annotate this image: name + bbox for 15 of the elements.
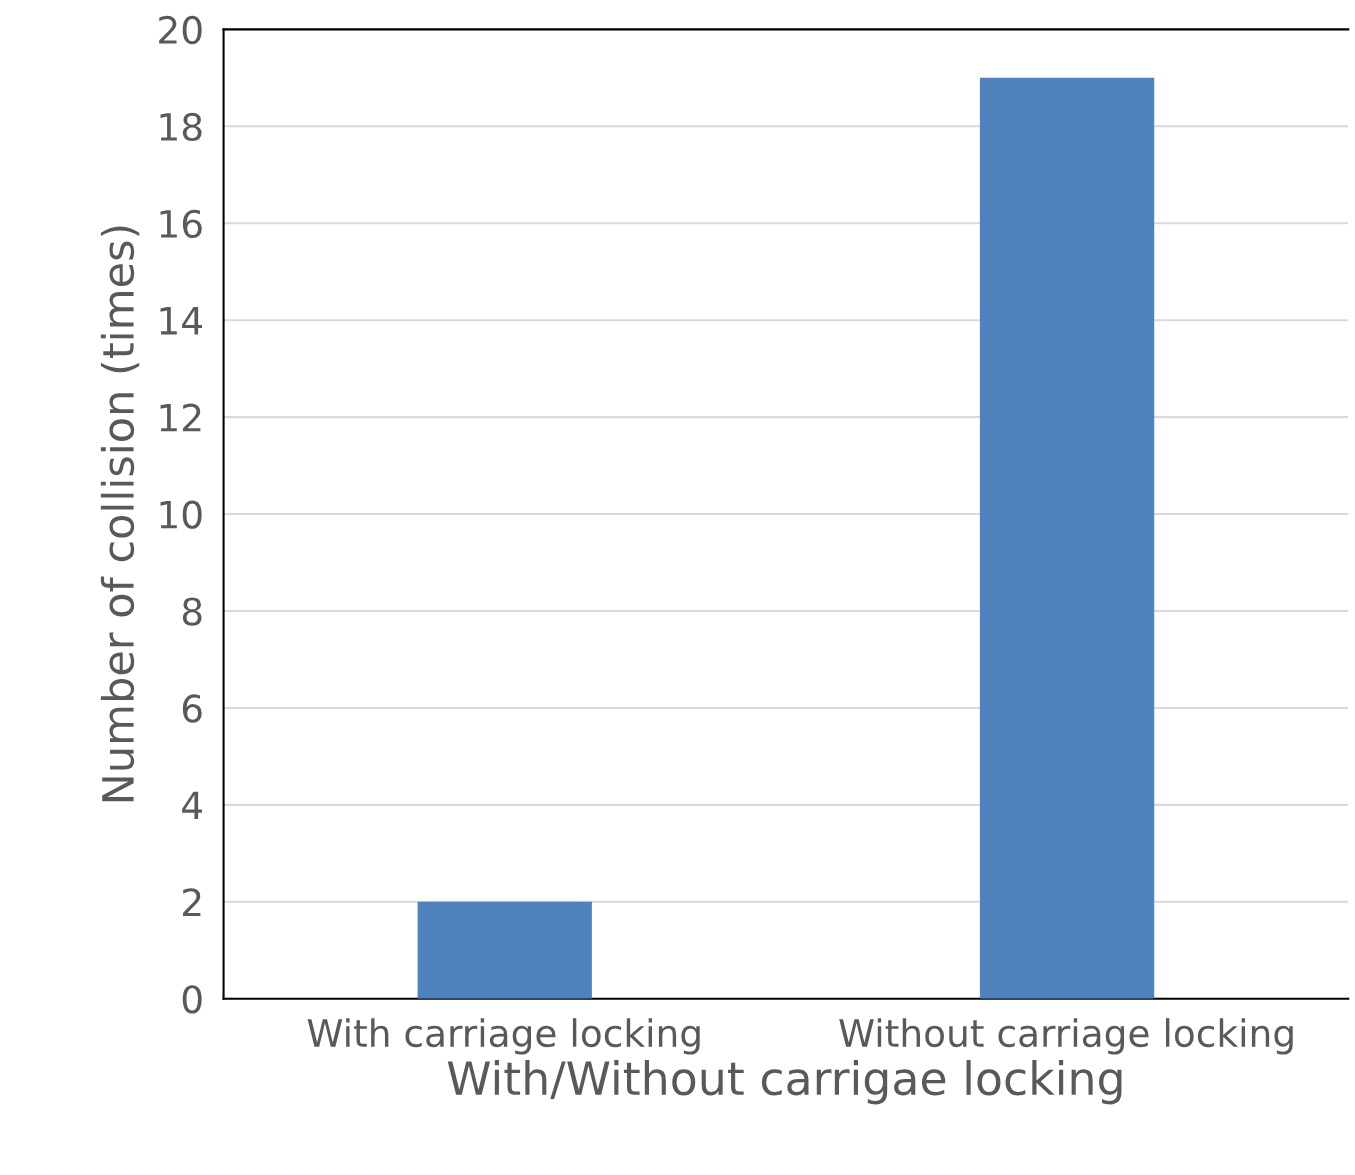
x-axis-title: With/Without carrigae locking (447, 1060, 1122, 1105)
y-tick-label: 4 (182, 791, 203, 820)
y-axis-title: Number of collision (times) (100, 226, 140, 802)
y-tick-label: 0 (182, 985, 202, 1014)
y-tick-label: 14 (160, 307, 203, 335)
x-tick-label: With carriage locking (307, 1018, 700, 1055)
y-tick-label: 20 (159, 15, 202, 45)
y-tick-label: 16 (160, 209, 202, 239)
y-tick-label: 6 (182, 694, 202, 723)
y-tick-label: 8 (182, 597, 202, 626)
y-tick-label: 10 (160, 500, 202, 529)
y-tick-label: 12 (160, 403, 201, 432)
x-tick-label: Without carriage locking (839, 1018, 1293, 1055)
y-tick-label: 2 (183, 888, 201, 917)
y-tick-label: 18 (160, 112, 202, 142)
